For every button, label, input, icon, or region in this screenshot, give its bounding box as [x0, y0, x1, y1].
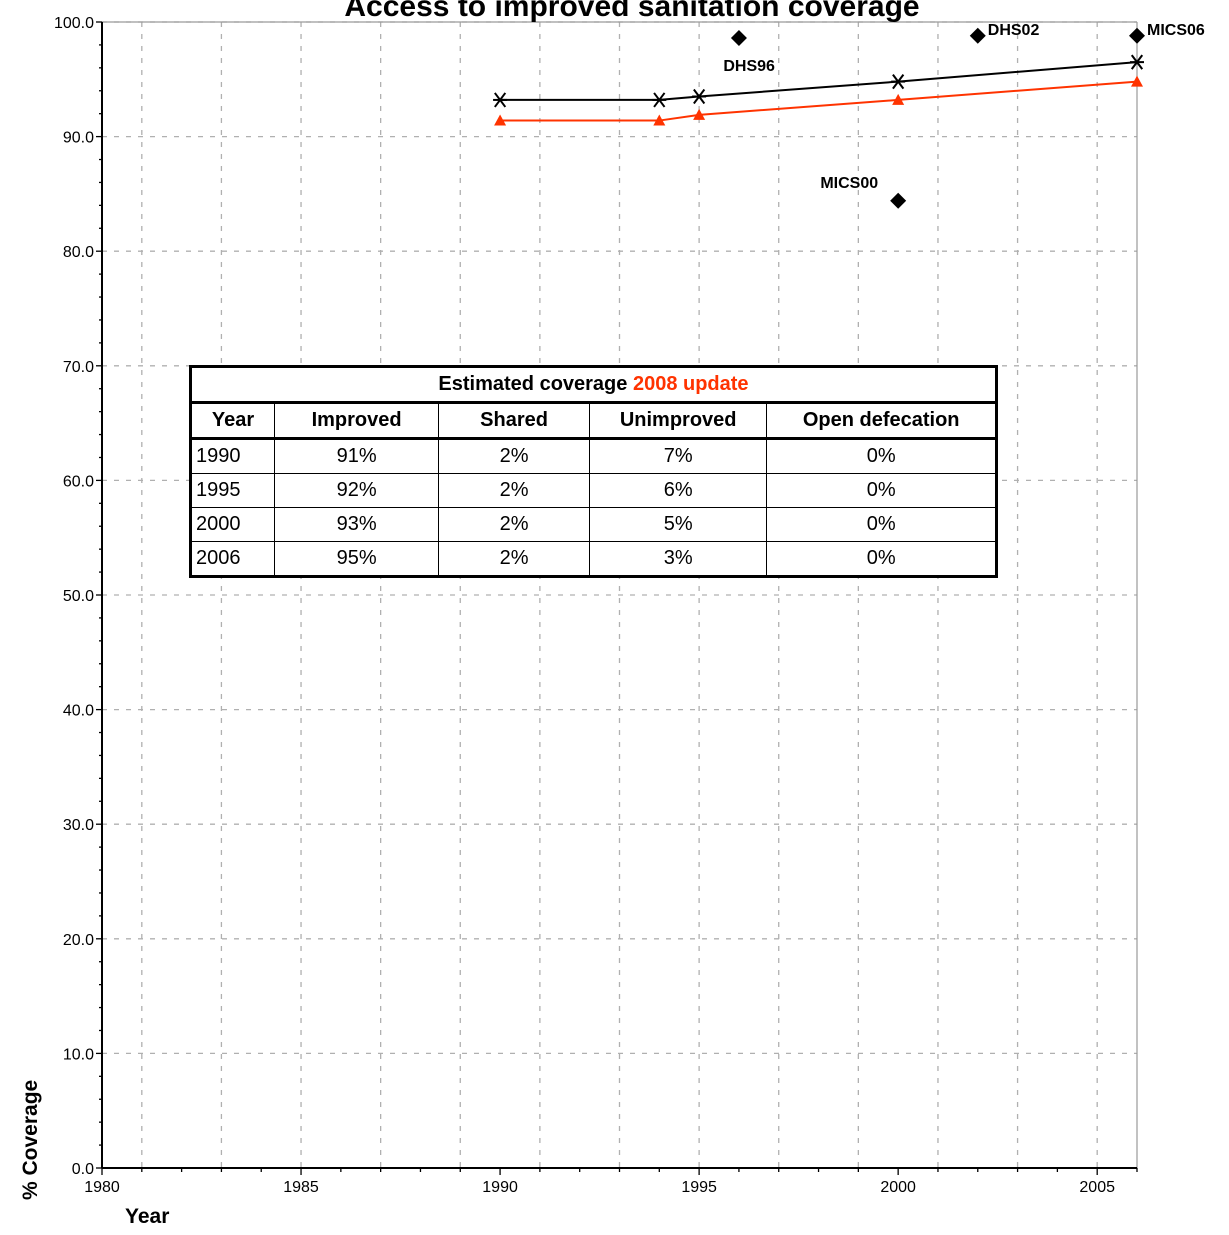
table-title-prefix: Estimated coverage	[438, 373, 633, 395]
table-cell: 2000	[189, 507, 276, 542]
table-cell: 1990	[189, 438, 276, 474]
triangle-point	[693, 108, 706, 120]
table-title-highlight: 2008 update	[632, 373, 749, 395]
y-tick-label: 90.0	[63, 130, 94, 147]
table-cell: 0%	[766, 541, 997, 577]
y-tick-label: 80.0	[63, 244, 94, 261]
table-header-cell: Shared	[438, 402, 590, 440]
asterisk-point	[692, 88, 707, 105]
x-tick-label: 2005	[1079, 1179, 1115, 1196]
y-tick-label: 100.0	[54, 15, 94, 32]
table-cell: 0%	[766, 438, 997, 474]
asterisk-point	[1130, 54, 1144, 70]
y-tick-label: 70.0	[63, 359, 94, 376]
asterisk-point	[493, 92, 508, 108]
y-tick-label: 60.0	[63, 473, 94, 490]
table-cell: 5%	[588, 507, 768, 542]
table-cell: 2%	[438, 438, 590, 474]
survey-layer: DHS96 MICS00 DHS02 MICS06	[723, 22, 1205, 209]
series-layer	[493, 54, 1144, 126]
table-row: 1990 91% 2% 7% 0%	[189, 438, 997, 474]
table-cell: 93%	[274, 507, 440, 542]
survey-label: DHS96	[723, 58, 775, 75]
table-cell: 3%	[588, 541, 768, 577]
triangle-point	[892, 93, 905, 105]
coverage-table: Estimated coverage 2008 update Year Impro…	[189, 365, 998, 578]
table-cell: 0%	[766, 473, 997, 508]
table-cell: 2%	[438, 473, 590, 508]
table-body: 1990 91% 2% 7% 0% 1995 92% 2% 6% 0% 2000 93% 2% 5% 0% 2…	[189, 438, 997, 577]
survey-point	[969, 27, 986, 44]
table-cell: 95%	[274, 541, 440, 577]
table-cell: 6%	[588, 473, 768, 508]
axes: 0.0 10.0 20.0 30.0 40.0 50.0 60.0 70.0 80.0 90.0 1…	[54, 15, 1138, 1196]
y-tick-label: 40.0	[63, 703, 94, 720]
survey-label: DHS02	[988, 22, 1040, 39]
grid	[102, 21, 1137, 1168]
table-cell: 7%	[588, 438, 768, 474]
y-tick-label: 50.0	[63, 588, 94, 605]
x-tick-label: 1980	[84, 1179, 120, 1196]
table-cell: 2006	[189, 541, 276, 577]
y-axis-label: % Coverage	[19, 1080, 42, 1200]
table-cell: 2%	[438, 541, 590, 577]
table-cell: 2%	[438, 507, 590, 542]
triangle-point	[494, 114, 507, 126]
x-tick-label: 1990	[482, 1179, 518, 1196]
table-cell: 1995	[189, 473, 276, 508]
table-cell: 91%	[274, 438, 440, 474]
asterisk-point	[891, 73, 906, 90]
table-cell: 0%	[766, 507, 997, 542]
table-cell: 92%	[274, 473, 440, 508]
table-row: 2006 95% 2% 3% 0%	[189, 541, 997, 577]
triangle-point	[653, 114, 666, 126]
triangle-point	[1131, 75, 1143, 87]
chart-title: Access to improved sanitation coverage	[344, 0, 919, 23]
table-row: 2000 93% 2% 5% 0%	[189, 507, 997, 542]
y-tick-label: 0.0	[72, 1161, 94, 1178]
table-row: 1995 92% 2% 6% 0%	[189, 473, 997, 508]
table-title: Estimated coverage 2008 update	[190, 366, 997, 404]
asterisk-point	[652, 92, 667, 108]
table-header-cell: Unimproved	[588, 402, 768, 440]
x-axis-label: Year	[125, 1205, 169, 1228]
survey-label: MICS06	[1147, 22, 1205, 39]
table-header-cell: Year	[189, 402, 276, 440]
survey-label: MICS00	[820, 175, 878, 192]
survey-point	[1129, 27, 1145, 44]
y-tick-label: 30.0	[63, 817, 94, 834]
x-tick-label: 1995	[681, 1179, 717, 1196]
x-tick-label: 1985	[283, 1179, 319, 1196]
table-header-row: Year Improved Shared Unimproved Open defecat…	[189, 402, 997, 440]
y-tick-label: 20.0	[63, 932, 94, 949]
x-tick-label: 2000	[880, 1179, 916, 1196]
table-header-cell: Open defecation	[766, 402, 997, 440]
y-tick-label: 10.0	[63, 1046, 94, 1063]
survey-point	[890, 192, 907, 209]
table-header-cell: Improved	[274, 402, 440, 440]
asterisk-series-line	[500, 61, 1138, 101]
survey-point	[730, 30, 747, 47]
